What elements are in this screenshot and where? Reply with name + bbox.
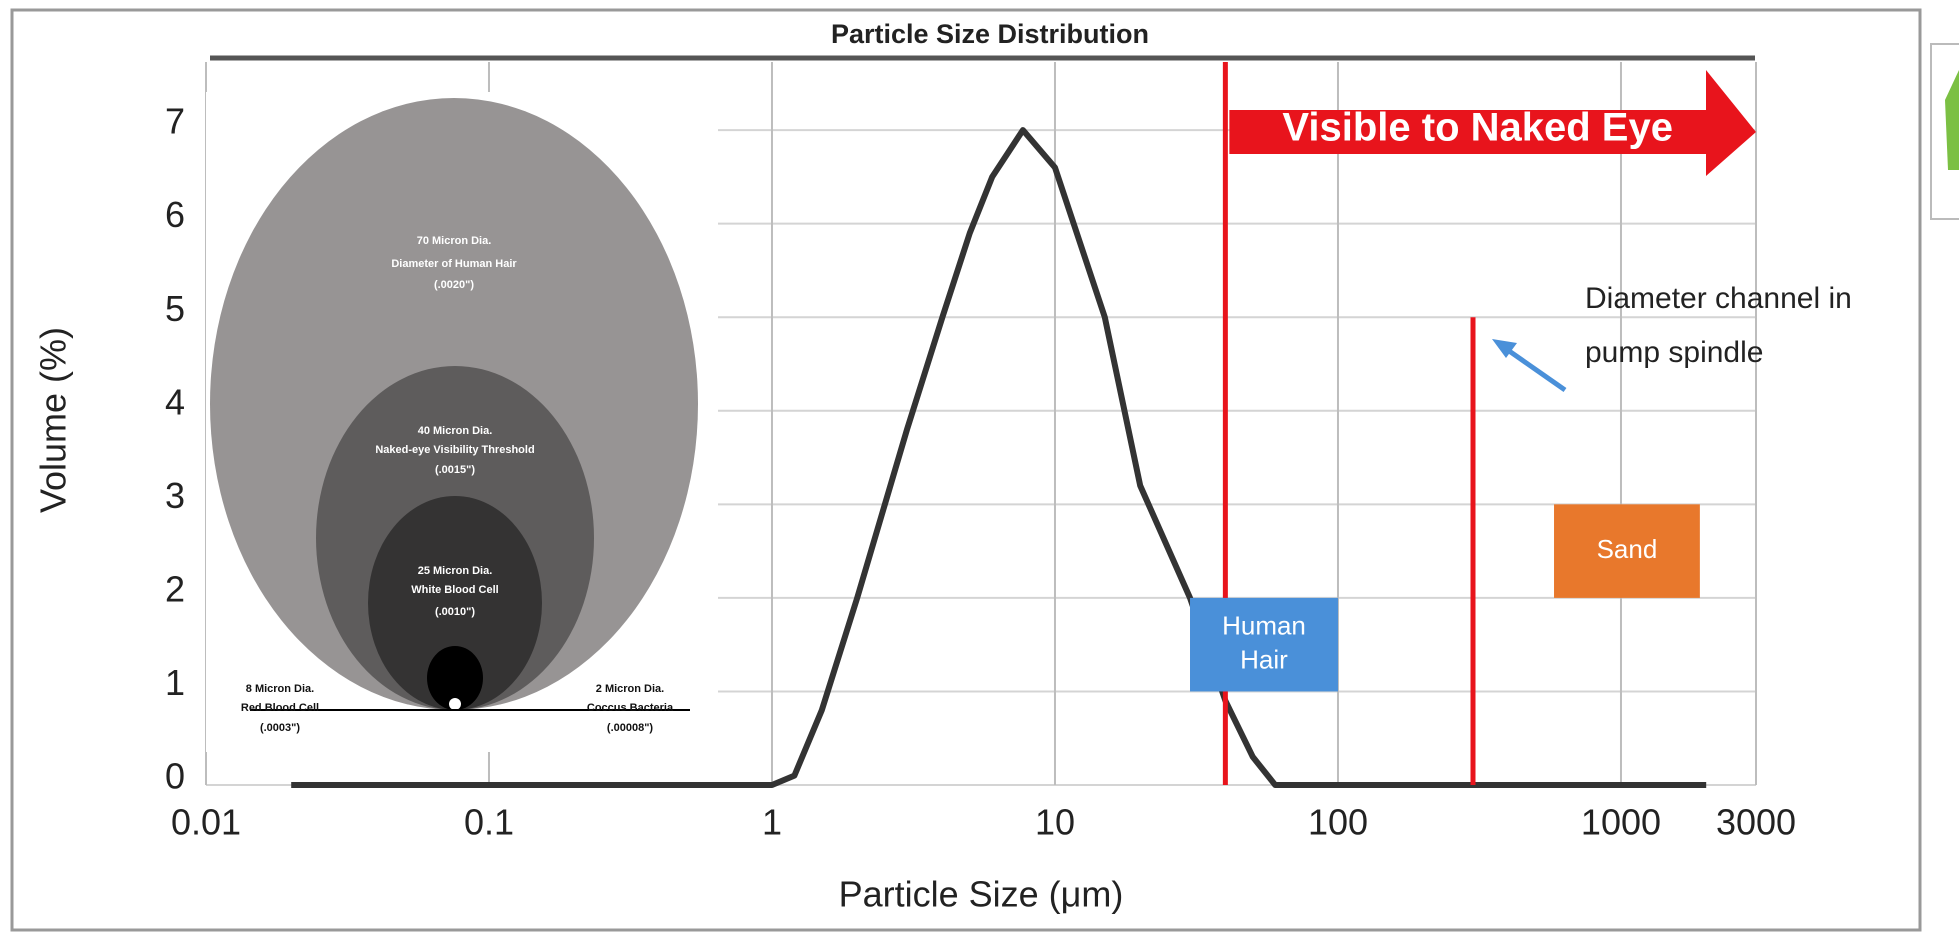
x-axis-label: Particle Size (μm) (839, 874, 1124, 915)
x-tick-label: 0.01 (171, 802, 241, 843)
inset-label: 25 Micron Dia. (418, 565, 493, 577)
inset: 70 Micron Dia. Diameter of Human Hair (.… (206, 92, 718, 752)
circle-2 (449, 698, 461, 710)
y-tick-label: 0 (165, 756, 185, 797)
x-tick-label: 10 (1035, 802, 1075, 843)
box-label: Hair (1240, 645, 1288, 675)
inset-label: Red Blood Cell (241, 702, 319, 714)
y-tick-label: 7 (165, 101, 185, 142)
y-tick-label: 4 (165, 381, 185, 422)
chart: Particle Size Distribution 70 Micron Dia… (0, 0, 1959, 940)
inset-label: (.00008") (607, 722, 654, 734)
y-tick-label: 6 (165, 194, 185, 235)
x-tick-label: 100 (1308, 802, 1368, 843)
inset-label: Coccus Bacteria (587, 702, 674, 714)
inset-label: 2 Micron Dia. (596, 683, 664, 695)
annotation: Diameter channel in (1585, 282, 1852, 315)
arrow-label: Visible to Naked Eye (1282, 106, 1673, 150)
inset-label: (.0003") (260, 722, 300, 734)
inset-label: Naked-eye Visibility Threshold (375, 444, 534, 456)
annotation: pump spindle (1585, 336, 1763, 369)
annotation-arrow-shaft (1502, 346, 1565, 390)
inset-label: 40 Micron Dia. (418, 425, 493, 437)
y-tick-label: 5 (165, 288, 185, 329)
y-axis-label: Volume (%) (33, 327, 74, 513)
box-label: Sand (1597, 534, 1658, 564)
inset-label: (.0015") (435, 464, 475, 476)
x-tick-label: 1000 (1581, 802, 1661, 843)
x-tick-label: 3000 (1716, 802, 1796, 843)
inset-label: Diameter of Human Hair (391, 258, 517, 270)
inset-label: (.0010") (435, 606, 475, 618)
x-tick-label: 0.1 (464, 802, 514, 843)
chart-title: Particle Size Distribution (831, 19, 1149, 49)
x-tick-label: 1 (762, 802, 782, 843)
box-label: Human (1222, 611, 1306, 641)
inset-label: (.0020") (434, 279, 474, 291)
y-tick-label: 3 (165, 475, 185, 516)
inset-label: 8 Micron Dia. (246, 683, 314, 695)
inset-label: 70 Micron Dia. (417, 235, 492, 247)
y-tick-label: 2 (165, 568, 185, 609)
overlay: Visible to Naked Eye Human Hair Sand Diamete… (1190, 62, 1852, 785)
y-tick-label: 1 (165, 662, 185, 703)
inset-label: White Blood Cell (411, 584, 498, 596)
corner-logo (1945, 70, 1959, 170)
